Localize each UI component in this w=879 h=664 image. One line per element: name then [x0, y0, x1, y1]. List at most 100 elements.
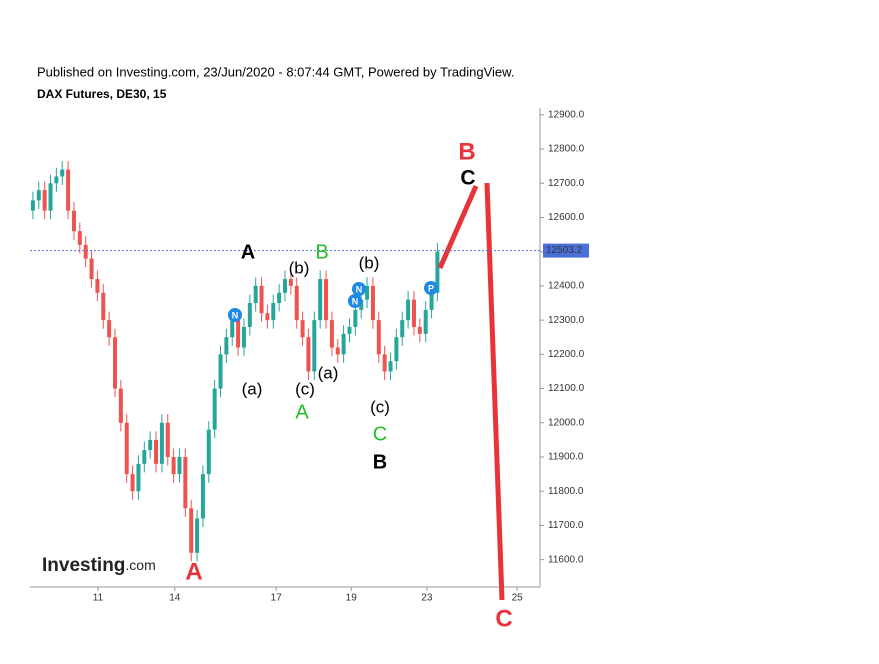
candle-body	[341, 333, 346, 355]
wave-label: B	[315, 241, 328, 263]
wave-label: (b)	[359, 253, 380, 272]
wave-label: (c)	[295, 379, 315, 398]
candle-body	[411, 299, 416, 327]
candle-body	[224, 337, 229, 355]
candle-body	[189, 508, 194, 553]
wave-label: (a)	[242, 379, 263, 398]
candle-body	[212, 388, 217, 430]
candle-body	[107, 320, 112, 338]
y-tick-label: 12600.0	[548, 212, 585, 223]
candle-body	[118, 388, 123, 423]
candle-body	[271, 303, 276, 321]
wave-label: B	[373, 451, 387, 473]
wave-label: C	[460, 167, 475, 190]
plot	[30, 161, 440, 562]
candle-body	[312, 320, 317, 372]
y-tick-label: 12400.0	[548, 281, 585, 292]
event-marker	[348, 294, 362, 308]
logo: Investing.com	[42, 555, 156, 576]
candle-body	[48, 183, 53, 211]
event-marker-label: P	[428, 283, 434, 293]
candle-body	[195, 518, 200, 553]
y-tick-label: 12300.0	[548, 315, 585, 326]
candle-body	[347, 326, 352, 334]
y-tick-label: 12900.0	[548, 109, 585, 120]
candle-body	[423, 309, 428, 334]
candle-body	[283, 279, 287, 293]
candle-body	[236, 320, 241, 348]
candle-body	[288, 279, 293, 286]
candle-body	[247, 303, 252, 327]
candle-body	[306, 337, 311, 372]
y-tick-label: 12100.0	[548, 383, 585, 394]
candle-body	[113, 337, 117, 389]
last-price-box	[543, 243, 589, 258]
candle-body	[54, 176, 59, 184]
candle-body	[71, 210, 76, 232]
chart-subtitle: Published on Investing.com, 23/Jun/2020 …	[37, 64, 514, 79]
x-tick-label: 17	[271, 593, 283, 604]
wave-label: (b)	[289, 258, 310, 277]
candle-body	[324, 279, 329, 321]
candle-body	[300, 320, 305, 338]
candle-body	[130, 474, 135, 492]
y-tick-label: 12200.0	[548, 349, 585, 360]
candle-body	[253, 285, 258, 304]
wave-label: (a)	[318, 363, 339, 382]
event-marker-label: N	[356, 284, 363, 294]
candle-body	[159, 422, 164, 464]
chart-title: DAX Futures, DE30, 15	[37, 87, 167, 101]
candle-body	[382, 354, 387, 372]
candle-body	[183, 456, 188, 509]
wave-label: A	[241, 241, 255, 263]
candle-body	[206, 429, 211, 475]
wave-label: C	[373, 423, 387, 445]
candle-body	[42, 190, 47, 211]
candle-body	[429, 292, 434, 310]
candle-body	[376, 320, 381, 355]
x-tick-label: 11	[93, 593, 104, 604]
candle-body	[200, 474, 205, 519]
candle-body	[124, 422, 129, 475]
candle-body	[230, 320, 235, 338]
candle-body	[30, 200, 35, 211]
candle-body	[101, 292, 106, 321]
candle-body	[388, 361, 393, 372]
candle-body	[365, 285, 370, 300]
candle-body	[60, 169, 65, 177]
candle-body	[177, 456, 182, 475]
candle-body	[277, 292, 282, 304]
event-marker	[228, 308, 242, 322]
last-price-label: 12503.2	[546, 245, 583, 256]
candle-body	[394, 337, 399, 362]
candle-body	[77, 231, 82, 245]
candle-body	[265, 313, 270, 321]
event-marker-label: N	[352, 296, 359, 306]
event-marker	[424, 281, 438, 295]
wave-label: A	[185, 558, 202, 585]
x-tick-label: 14	[169, 593, 181, 604]
wave-projection	[437, 184, 479, 270]
candle-body	[218, 354, 223, 389]
y-tick-label: 11700.0	[548, 520, 584, 531]
candle-body	[259, 285, 264, 314]
candle-body	[89, 258, 94, 280]
y-tick-label: 11600.0	[548, 554, 584, 565]
candle-body	[435, 251, 440, 293]
candle-body	[148, 439, 153, 451]
x-tick-label: 25	[512, 593, 524, 604]
x-tick-label: 19	[346, 593, 358, 604]
wave-label: B	[458, 138, 475, 165]
y-tick-label: 12800.0	[548, 144, 585, 155]
candle-body	[154, 439, 159, 464]
candle-body	[318, 279, 323, 321]
wave-label: (c)	[370, 397, 390, 416]
candle-body	[95, 279, 100, 293]
candle-body	[353, 309, 358, 327]
wave-label: A	[295, 401, 309, 423]
wave-label: C	[495, 605, 512, 632]
candle-body	[329, 320, 334, 348]
y-tick-label: 12000.0	[548, 417, 585, 428]
candle-body	[136, 463, 141, 492]
